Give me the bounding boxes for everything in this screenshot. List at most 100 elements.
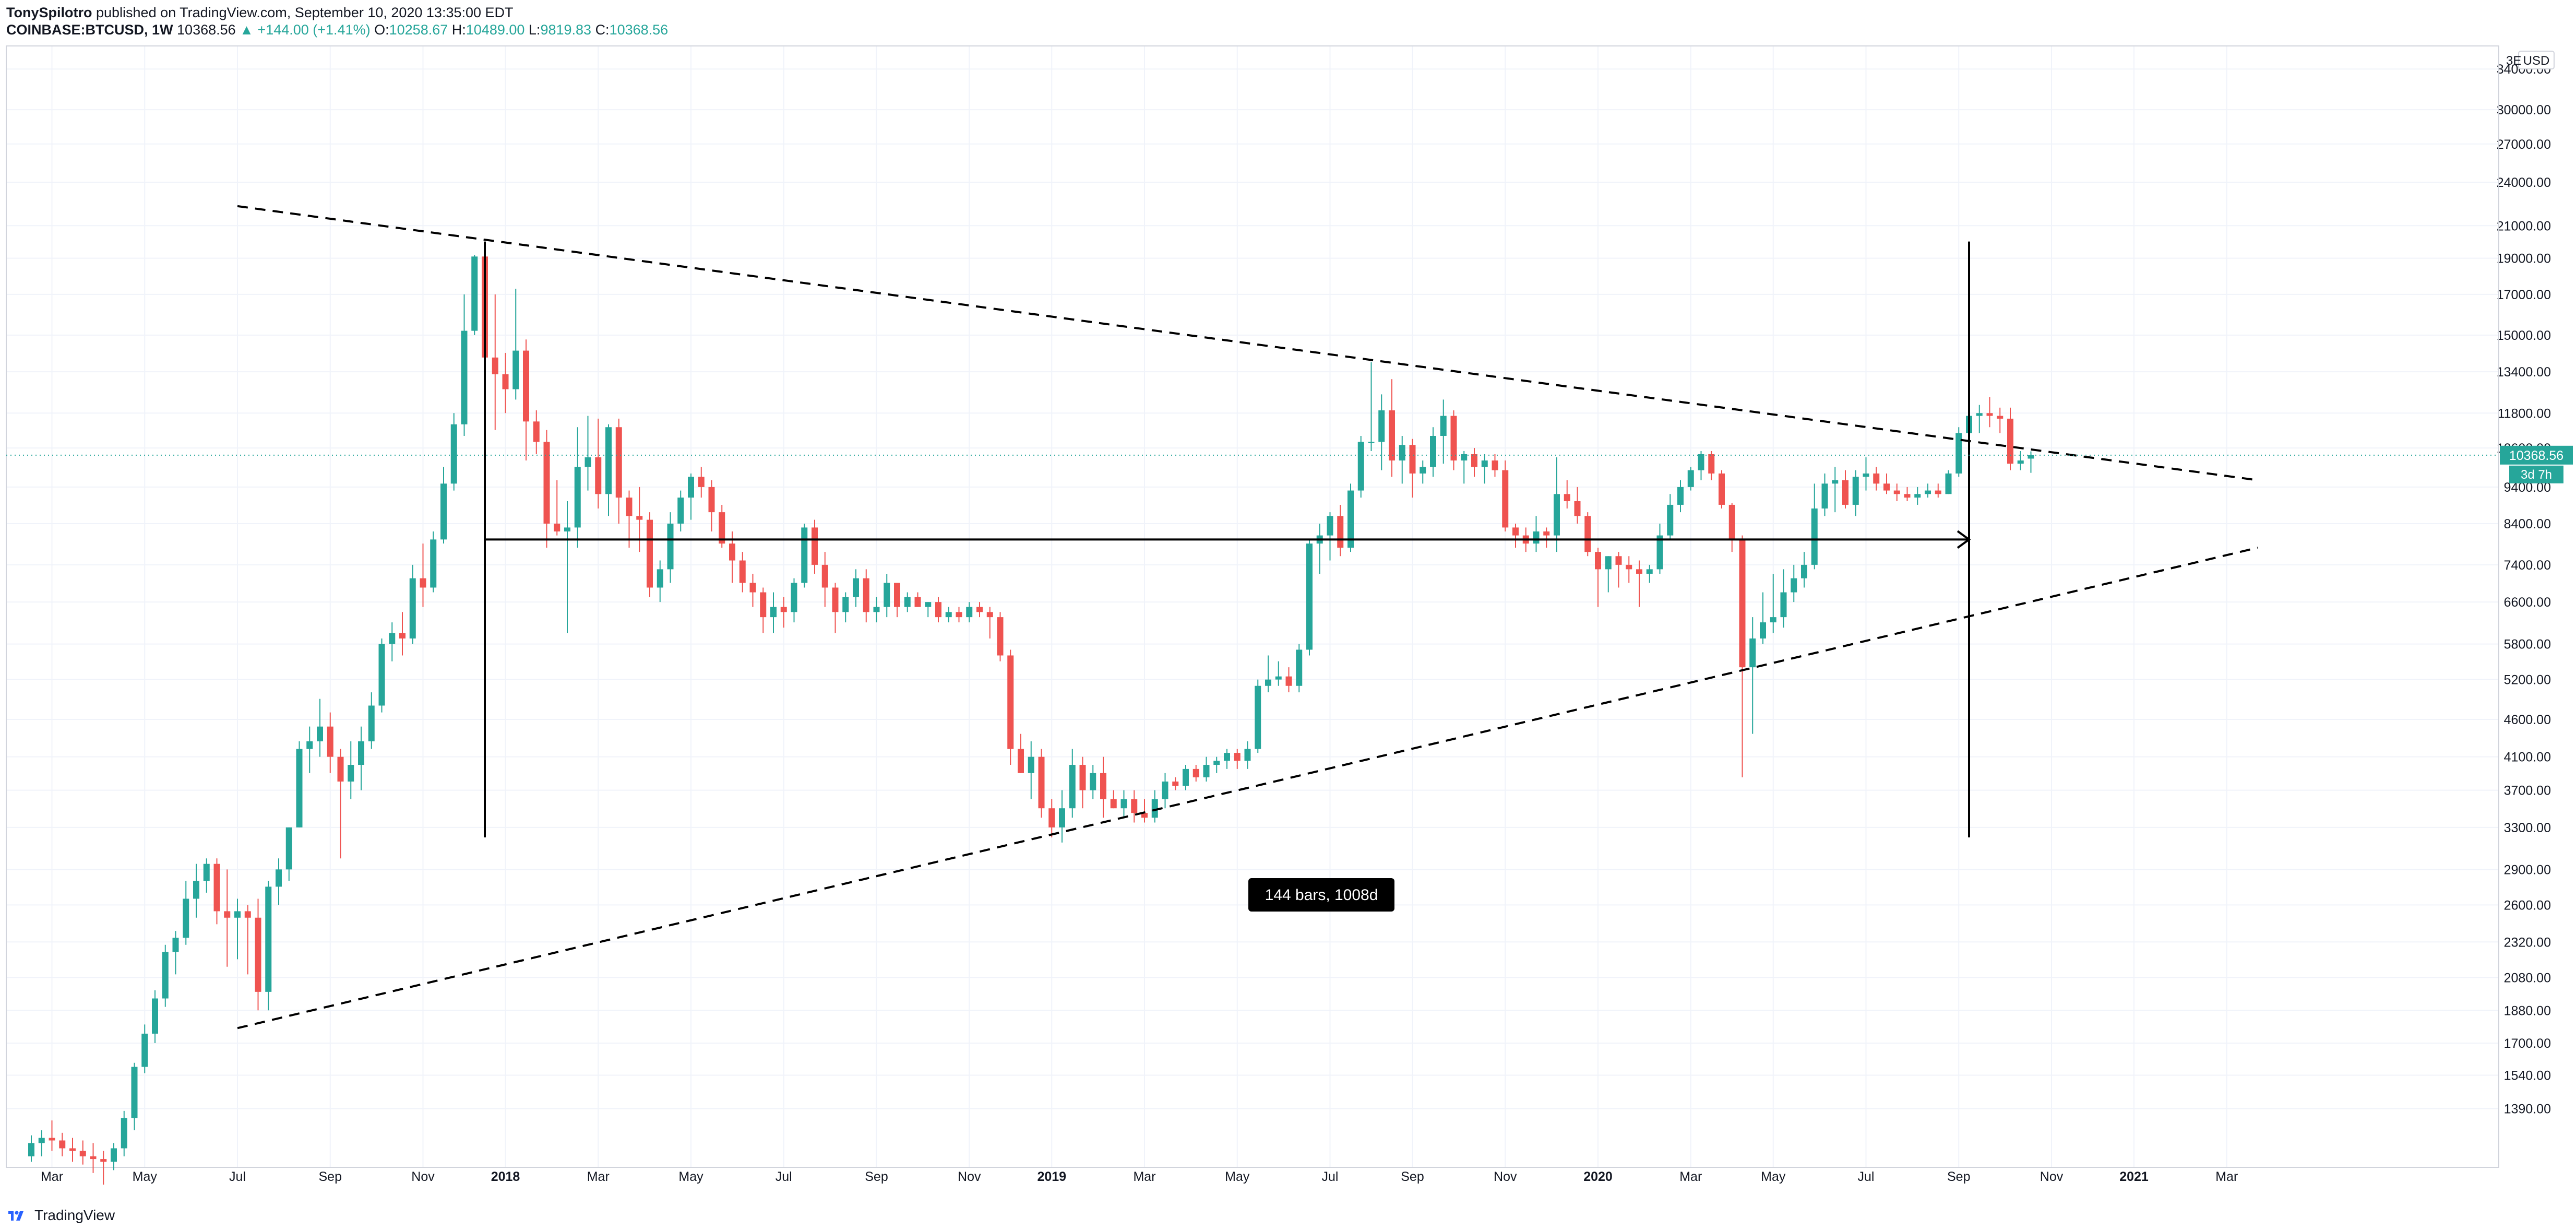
candle-body: [1306, 543, 1313, 650]
candle-body: [1719, 473, 1725, 505]
candle-body: [1079, 765, 1086, 790]
candle-body: [574, 467, 581, 528]
open-value: 10258.67: [389, 22, 448, 38]
close-value: 10368.56: [609, 22, 669, 38]
candle-body: [667, 523, 674, 570]
candle: [1131, 790, 1138, 823]
time-tick-label: Nov: [411, 1169, 435, 1184]
candle-body: [626, 498, 633, 516]
candle-body: [1430, 436, 1436, 467]
open-label: O:: [374, 22, 389, 38]
candle: [1110, 790, 1117, 809]
candle-body: [49, 1138, 55, 1141]
candle-body: [79, 1151, 86, 1156]
price-axis[interactable]: 1390.00 1540.00 1700.00 1880.00 2080.00 2320.…: [2497, 46, 2551, 1167]
candle: [1048, 799, 1055, 838]
range-arrow-head-icon: [1957, 530, 1971, 549]
candle-body: [1502, 470, 1509, 528]
candle: [2028, 451, 2034, 473]
candle-body: [1213, 761, 1220, 765]
candle-body: [1842, 480, 1848, 505]
candle: [38, 1130, 45, 1156]
candle: [306, 726, 313, 773]
candle-body: [90, 1156, 97, 1160]
candle-body: [1162, 781, 1168, 799]
candle: [884, 573, 890, 618]
candle-body: [296, 749, 303, 827]
currency-label: USD: [2523, 54, 2550, 68]
candle: [1935, 483, 1941, 498]
candle: [1430, 427, 1436, 477]
candle: [193, 864, 199, 918]
candle: [1450, 410, 1457, 470]
candle: [976, 602, 983, 618]
countdown-label: 3d 7h: [2521, 468, 2552, 482]
candle-body: [162, 952, 169, 999]
candle: [265, 881, 272, 1011]
candle: [1646, 564, 1653, 583]
measure-tooltip: 144 bars, 1008d: [1248, 878, 1394, 912]
candle: [1564, 480, 1570, 508]
symbol-label[interactable]: COINBASE:BTCUSD, 1W: [6, 22, 173, 38]
candle: [1265, 655, 1271, 693]
time-tick-label: Jul: [776, 1169, 792, 1184]
candle: [317, 699, 323, 757]
candle-body: [1038, 756, 1045, 809]
candle-body: [111, 1148, 117, 1162]
author-name[interactable]: TonySpilotro: [6, 5, 92, 20]
candle: [1492, 454, 1498, 477]
price-tick-label: 17000.00: [2497, 288, 2551, 302]
tradingview-logo-icon[interactable]: [7, 1208, 29, 1223]
candle-body: [59, 1140, 66, 1149]
candle-body: [1997, 416, 2003, 419]
candle: [1955, 427, 1962, 477]
candle: [172, 931, 179, 975]
candle: [1554, 457, 1560, 552]
candle: [1378, 394, 1385, 470]
candle-body: [1151, 799, 1158, 818]
candle-body: [976, 607, 983, 612]
tradingview-brand[interactable]: TradingView: [34, 1207, 115, 1223]
candle-body: [1698, 454, 1704, 470]
candle-body: [1255, 685, 1261, 749]
price-chart[interactable]: 1390.00 1540.00 1700.00 1880.00 2080.00 2320.…: [0, 0, 2576, 1201]
candle-body: [1863, 473, 1869, 477]
candle: [337, 749, 344, 859]
candle: [1842, 470, 1848, 508]
candle-body: [1667, 504, 1674, 536]
candle: [1605, 556, 1612, 593]
candle-body: [203, 864, 210, 881]
candle-body: [317, 726, 323, 741]
footer: TradingView: [7, 1204, 115, 1227]
time-axis[interactable]: Mar May Jul Sep Nov 2018 Mar May Jul Sep Nov 2019 Ma…: [41, 1169, 2238, 1184]
candle-body: [605, 427, 612, 494]
candle-body: [244, 911, 251, 918]
candle-body: [1265, 679, 1271, 686]
candle-body: [894, 583, 900, 607]
candle: [770, 592, 777, 633]
candle: [1306, 539, 1313, 656]
candle: [1904, 487, 1911, 501]
price-tick-label: 11800.00: [2498, 406, 2551, 421]
time-tick-label: 2020: [1583, 1169, 1613, 1184]
candle: [791, 578, 797, 623]
candle-body: [595, 457, 602, 494]
candle: [914, 592, 921, 607]
candle-body: [884, 583, 890, 607]
currency-badge[interactable]: USD: [2518, 51, 2555, 69]
time-tick-label: May: [1761, 1169, 1786, 1184]
candle: [1986, 397, 1993, 428]
candle: [1677, 480, 1684, 513]
candle-body: [791, 583, 797, 612]
candle-body: [1801, 564, 1807, 578]
high-value: 10489.00: [466, 22, 525, 38]
change-value: +144.00 (+1.41%): [257, 22, 371, 38]
candle: [59, 1132, 66, 1156]
candle: [1038, 749, 1045, 818]
candle: [1708, 451, 1715, 480]
candle: [636, 487, 643, 552]
candle-body: [512, 350, 519, 389]
candle: [1698, 451, 1704, 480]
candle: [430, 531, 437, 593]
candle-body: [255, 917, 261, 992]
